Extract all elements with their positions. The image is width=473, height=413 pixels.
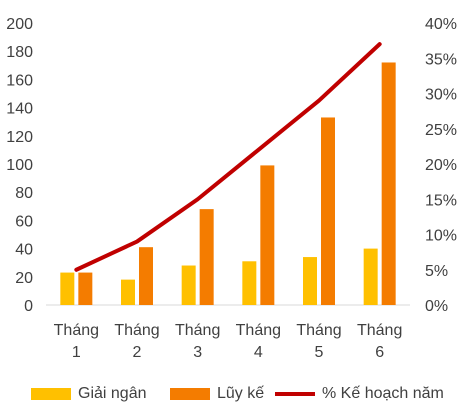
- y-left-tick-label: 140: [6, 101, 33, 118]
- legend-label-luy-ke: Lũy kế: [217, 385, 265, 402]
- y-left-tick-label: 0: [24, 298, 33, 315]
- bar-1-2: [121, 279, 135, 305]
- y-right-tick-label: 10%: [425, 228, 457, 245]
- bar-2-6: [381, 62, 396, 306]
- bar-1-6: [363, 248, 378, 305]
- bar-1-4: [242, 261, 257, 305]
- y-left-tick-label: 160: [6, 72, 33, 89]
- y-right-tick-label: 0%: [425, 298, 448, 315]
- y-right-tick-label: 15%: [425, 192, 457, 209]
- x-category-label: Tháng 4: [236, 322, 281, 361]
- bar-1-5: [303, 257, 317, 305]
- legend-item-giai-ngan: Giải ngân: [31, 382, 147, 406]
- bar-2-2: [139, 247, 153, 305]
- y-right-tick-label: 40%: [425, 16, 457, 33]
- y-left-tick-label: 200: [6, 16, 33, 33]
- series-line-ke-hoach: [74, 42, 382, 272]
- bar-2-5: [321, 117, 335, 305]
- y-left-tick-label: 80: [15, 185, 33, 202]
- legend-label-ke-hoach: % Kế hoạch năm: [322, 385, 444, 402]
- bars: [60, 62, 396, 306]
- y-left-tick-label: 20: [15, 270, 33, 287]
- bar-2-3: [199, 209, 214, 305]
- legend-item-ke-hoach: % Kế hoạch năm: [275, 382, 444, 406]
- legend-swatch-ke-hoach: [275, 392, 315, 396]
- x-category-label: Tháng 2: [114, 322, 159, 361]
- y-left-tick-label: 180: [6, 44, 33, 61]
- legend-label-giai-ngan: Giải ngân: [78, 385, 147, 402]
- legend-swatch-luy-ke: [170, 388, 210, 400]
- legend-swatch-giai-ngan: [31, 388, 71, 400]
- right-axis-ticks: 0% 5% 10% 15% 20% 25% 30% 35% 40%: [425, 16, 457, 315]
- bar-2-4: [260, 165, 275, 305]
- bar-1-3: [181, 265, 196, 305]
- legend-item-luy-ke: Lũy kế: [170, 382, 264, 406]
- y-right-tick-label: 25%: [425, 122, 457, 139]
- y-left-tick-label: 100: [6, 157, 33, 174]
- y-right-tick-label: 30%: [425, 87, 457, 104]
- legend: Giải ngân Lũy kế % Kế hoạch năm: [0, 382, 473, 406]
- bar-1-1: [60, 272, 75, 305]
- y-right-tick-label: 20%: [425, 157, 457, 174]
- bar-2-1: [78, 272, 93, 305]
- x-category-label: Tháng 3: [175, 322, 220, 361]
- y-right-tick-label: 35%: [425, 51, 457, 68]
- x-category-label: Tháng 6: [357, 322, 402, 361]
- x-category-label: Tháng 1: [54, 322, 99, 361]
- y-left-tick-label: 40: [15, 242, 33, 259]
- left-axis-ticks: 0 20 40 60 80 100 120 140 160 180 200: [6, 16, 33, 315]
- y-left-tick-label: 120: [6, 129, 33, 146]
- y-right-tick-label: 5%: [425, 263, 448, 280]
- y-left-tick-label: 60: [15, 213, 33, 230]
- x-axis-categories: Tháng 1 Tháng 2 Tháng 3 Tháng 4 Tháng 5 Tháng 6: [54, 322, 403, 361]
- x-category-label: Tháng 5: [296, 322, 341, 361]
